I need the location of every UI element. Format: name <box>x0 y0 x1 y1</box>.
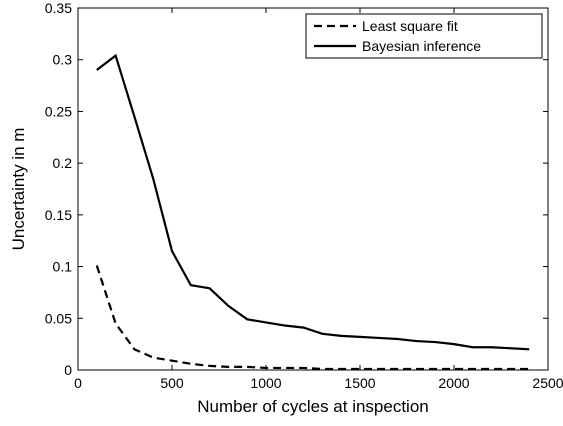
y-tick-label: 0.25 <box>45 103 72 119</box>
line-series <box>96 53 530 351</box>
x-tick-label: 2000 <box>438 375 469 391</box>
plot-area <box>77 7 549 371</box>
legend-label: Bayesian inference <box>362 38 481 54</box>
y-tick-label: 0.35 <box>45 0 72 16</box>
x-tick-label: 2500 <box>532 375 563 391</box>
y-tick-label: 0.2 <box>53 155 73 171</box>
legend-label: Least square fit <box>362 18 458 34</box>
x-axis-label: Number of cycles at inspection <box>197 397 429 416</box>
x-tick-label: 1500 <box>344 375 375 391</box>
y-axis-label: Uncertainty in m <box>9 128 28 251</box>
y-tick-label: 0 <box>64 362 72 378</box>
y-tick-label: 0.05 <box>45 310 72 326</box>
y-tick-label: 0.15 <box>45 207 72 223</box>
legend-box <box>305 13 543 59</box>
x-tick-label: 0 <box>74 375 82 391</box>
x-tick-label: 1000 <box>250 375 281 391</box>
y-tick-label: 0.3 <box>53 52 73 68</box>
line-series <box>95 265 530 371</box>
x-tick-label: 500 <box>160 375 184 391</box>
y-tick-label: 0.1 <box>53 259 73 275</box>
